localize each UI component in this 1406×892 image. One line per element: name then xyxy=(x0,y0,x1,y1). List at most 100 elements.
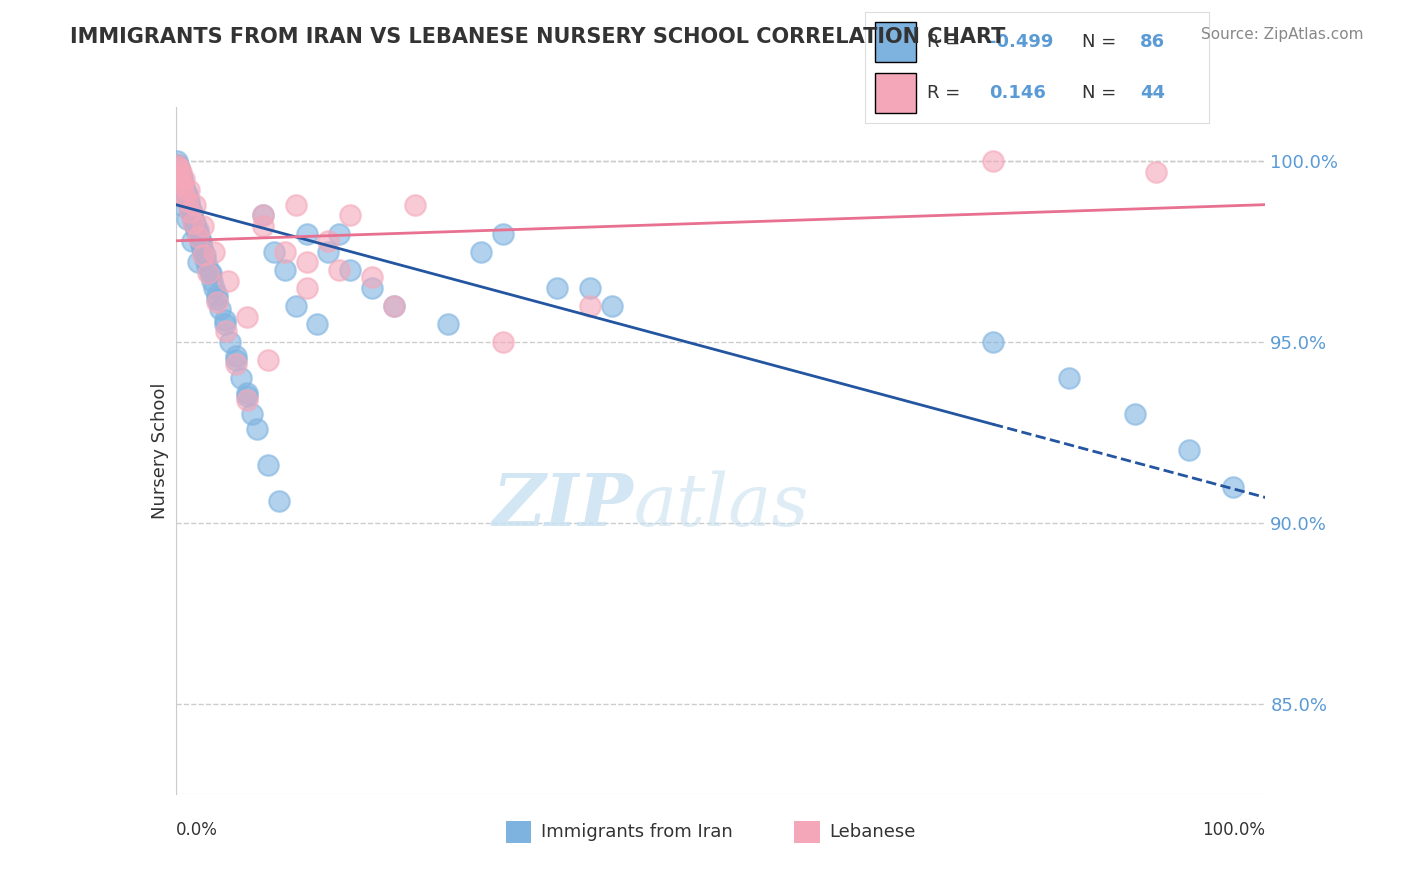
Point xyxy=(170,197,193,211)
Point xyxy=(307,317,329,331)
Point xyxy=(172,179,194,194)
Text: 0.146: 0.146 xyxy=(988,84,1046,102)
Point xyxy=(169,169,191,183)
Point xyxy=(167,158,190,172)
Point xyxy=(360,269,382,284)
Point xyxy=(186,227,209,241)
Point xyxy=(191,219,214,234)
Text: 0.0%: 0.0% xyxy=(176,821,218,838)
Point xyxy=(184,197,207,211)
Point xyxy=(166,158,188,172)
Point xyxy=(217,274,239,288)
Point xyxy=(184,219,207,234)
Point xyxy=(284,197,307,211)
Point xyxy=(295,255,318,269)
Point xyxy=(170,176,193,190)
Point xyxy=(1144,165,1167,179)
Point xyxy=(194,252,217,266)
Point xyxy=(194,248,217,262)
Point xyxy=(492,334,515,349)
Point xyxy=(1222,480,1244,494)
Text: 44: 44 xyxy=(1140,84,1166,102)
Point xyxy=(195,259,218,273)
Point xyxy=(181,216,204,230)
Point xyxy=(176,212,198,227)
Point xyxy=(235,385,257,400)
Point xyxy=(546,281,568,295)
Point xyxy=(257,458,280,472)
Point xyxy=(219,334,242,349)
Text: atlas: atlas xyxy=(633,470,808,541)
Point xyxy=(470,244,492,259)
Point xyxy=(215,324,238,338)
Point xyxy=(167,161,190,176)
Point xyxy=(318,244,340,259)
Point xyxy=(382,299,405,313)
Point xyxy=(173,186,195,201)
Point xyxy=(191,244,214,259)
Point xyxy=(190,234,212,248)
Point xyxy=(183,216,205,230)
Point xyxy=(205,292,228,306)
Point xyxy=(295,227,318,241)
Point xyxy=(318,234,340,248)
Point xyxy=(328,262,350,277)
Point xyxy=(205,288,228,302)
Point xyxy=(187,230,209,244)
FancyBboxPatch shape xyxy=(875,21,917,62)
Point xyxy=(177,194,200,208)
Point xyxy=(252,209,274,223)
Point xyxy=(437,317,460,331)
Point xyxy=(295,281,318,295)
Point xyxy=(274,262,297,277)
Point xyxy=(205,295,228,310)
Point xyxy=(181,209,204,223)
Point xyxy=(170,172,193,186)
Point xyxy=(177,194,200,208)
Point xyxy=(235,310,257,324)
Point xyxy=(167,161,190,176)
Point xyxy=(179,201,201,215)
Point xyxy=(179,205,201,219)
Point xyxy=(252,219,274,234)
Point xyxy=(186,223,209,237)
Point xyxy=(339,209,361,223)
Point xyxy=(176,190,198,204)
Point xyxy=(202,244,225,259)
Point xyxy=(180,205,202,219)
Point xyxy=(186,223,208,237)
Point xyxy=(173,179,195,194)
Y-axis label: Nursery School: Nursery School xyxy=(150,382,169,519)
Point xyxy=(405,197,427,211)
Point xyxy=(169,165,191,179)
Point xyxy=(186,255,209,269)
Point xyxy=(269,494,291,508)
Text: ZIP: ZIP xyxy=(492,470,633,541)
Point xyxy=(284,299,307,313)
Point xyxy=(981,334,1004,349)
Point xyxy=(197,266,219,280)
Text: 100.0%: 100.0% xyxy=(1202,821,1265,838)
Point xyxy=(181,234,204,248)
Point xyxy=(579,299,602,313)
Point xyxy=(579,281,602,295)
Point xyxy=(209,302,232,317)
Point xyxy=(169,172,191,186)
Point xyxy=(172,176,194,190)
Point xyxy=(201,274,224,288)
Point xyxy=(202,281,225,295)
Point xyxy=(252,209,274,223)
Text: N =: N = xyxy=(1081,84,1122,102)
Point xyxy=(257,353,280,368)
Point xyxy=(339,262,361,277)
Point xyxy=(1123,407,1146,421)
Point xyxy=(225,350,247,364)
Point xyxy=(184,216,207,230)
Text: N =: N = xyxy=(1081,33,1122,51)
Point xyxy=(170,169,193,183)
Point xyxy=(176,194,198,208)
Point xyxy=(170,165,193,179)
Text: -0.499: -0.499 xyxy=(988,33,1053,51)
Point xyxy=(173,172,195,186)
Point xyxy=(176,186,198,201)
